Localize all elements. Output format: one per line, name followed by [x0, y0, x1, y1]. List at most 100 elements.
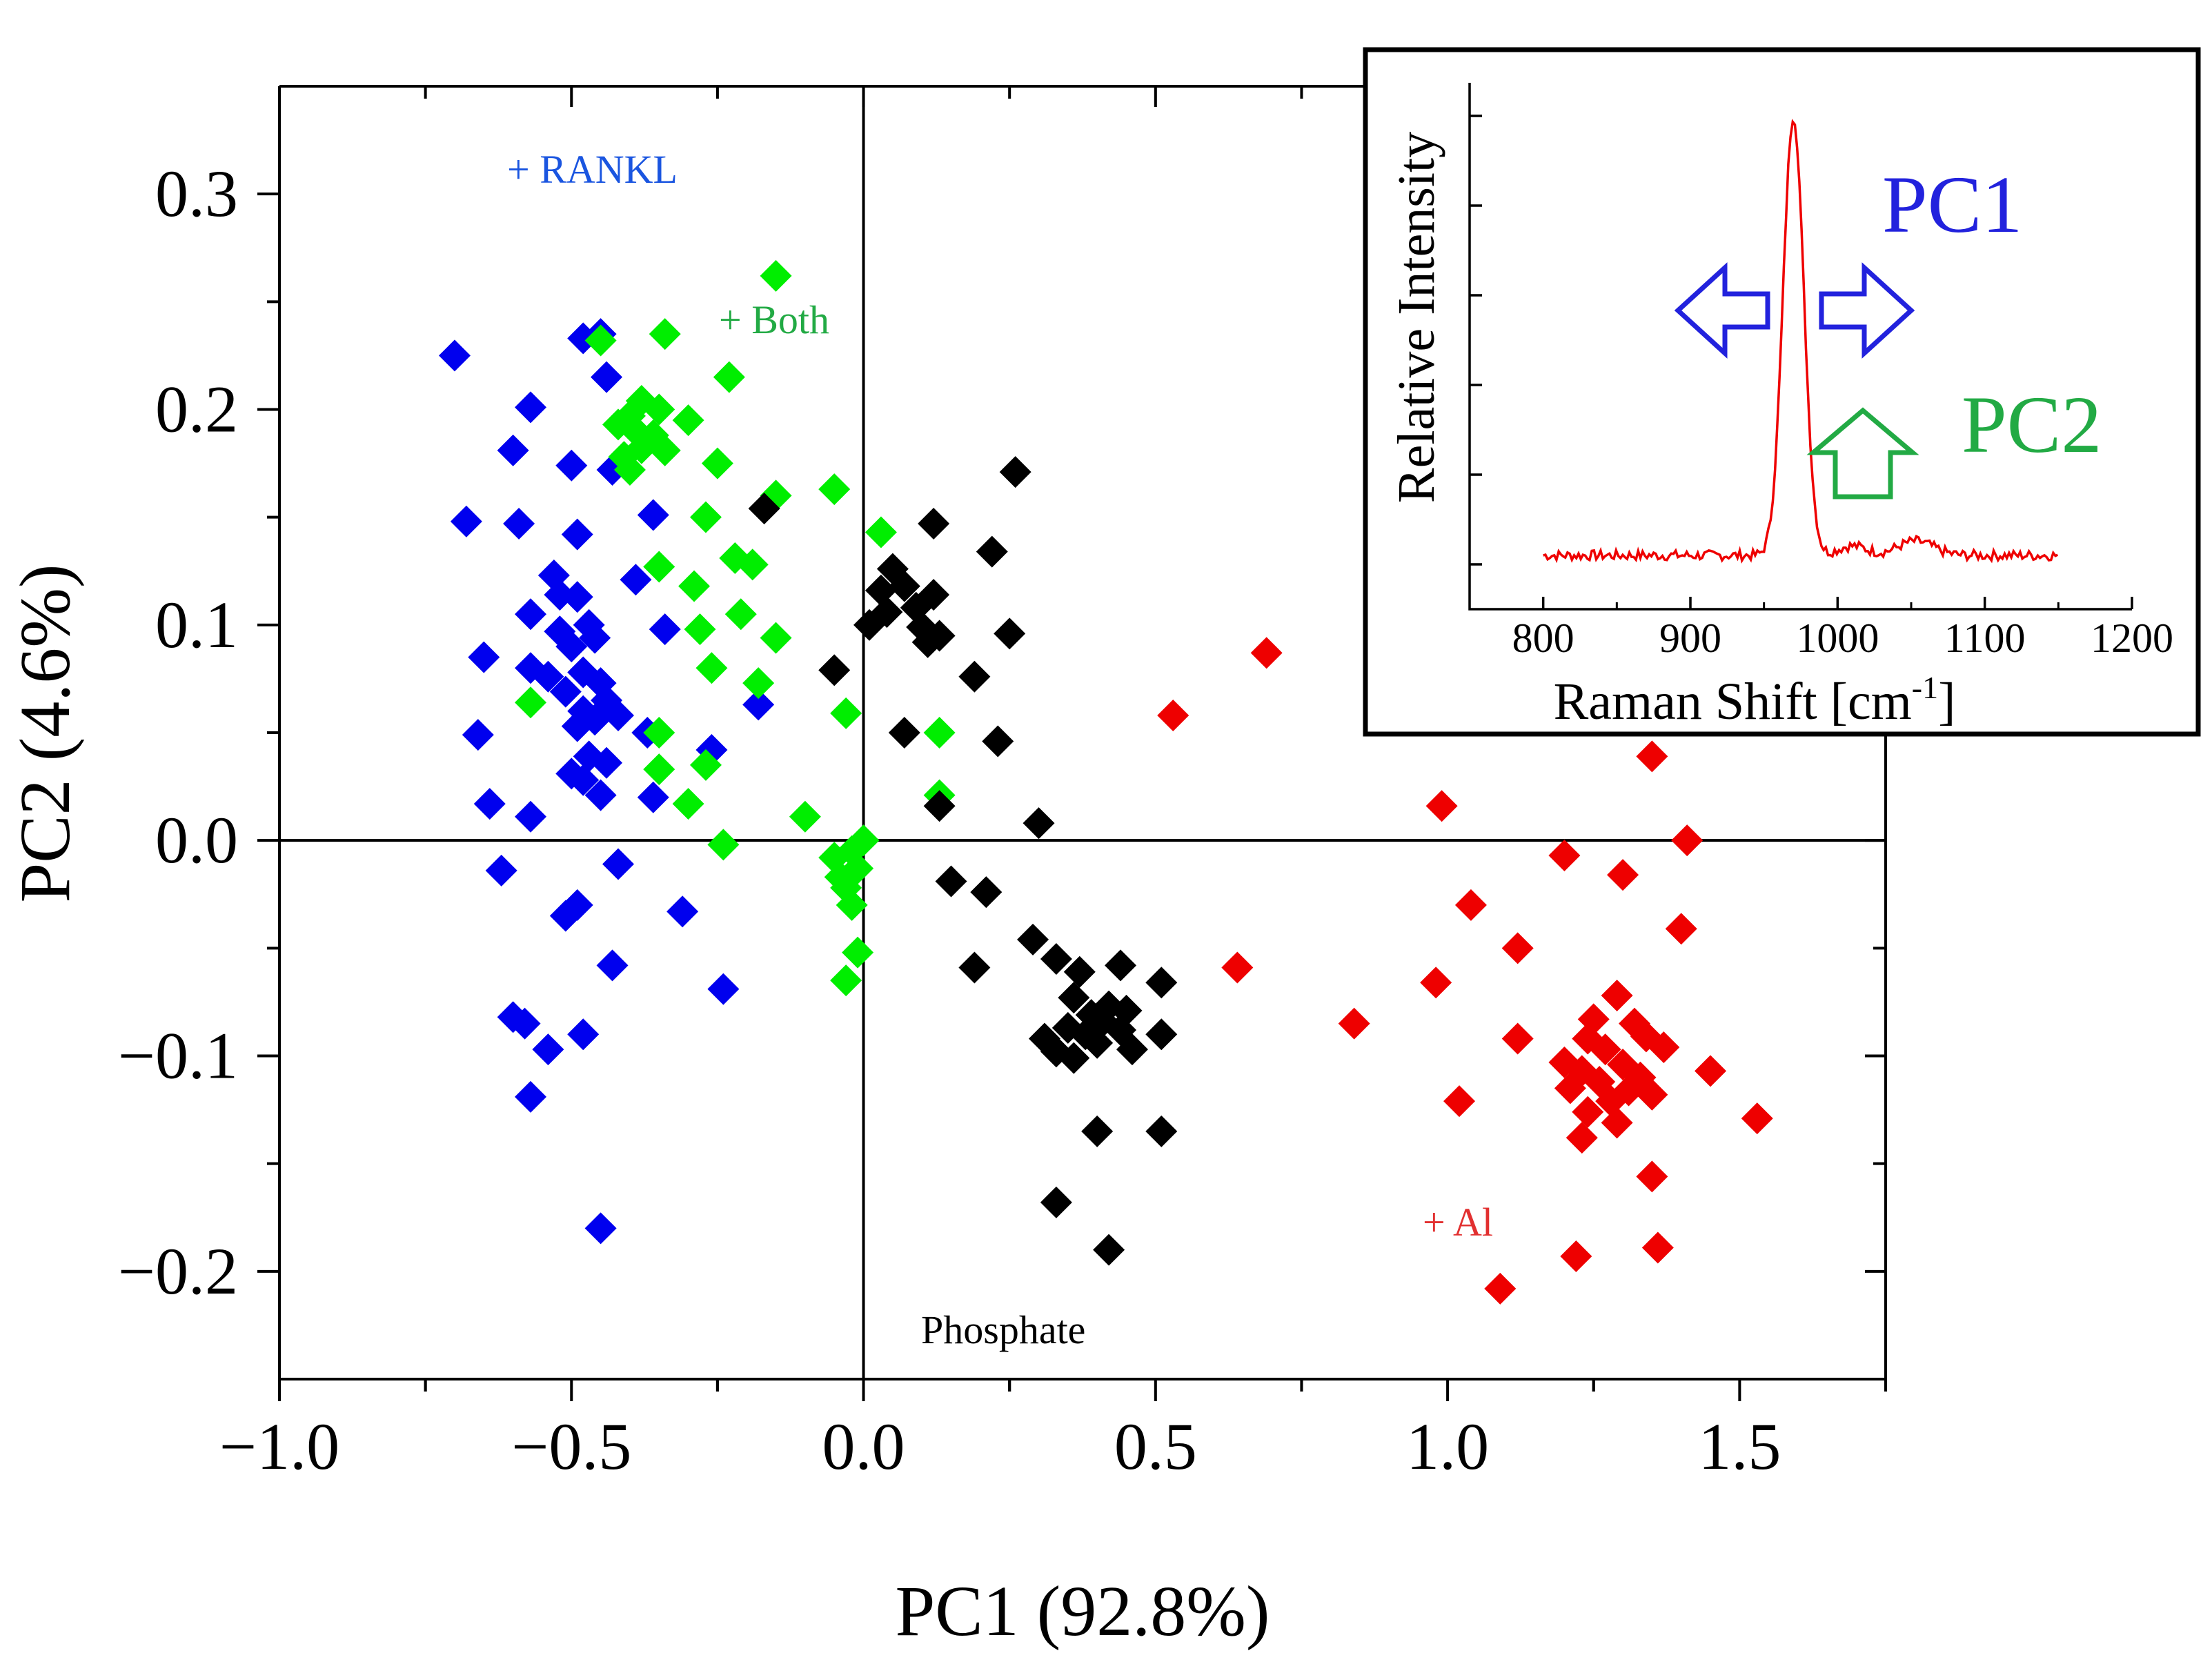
- scatter-point: [1665, 913, 1697, 945]
- scatter-point: [1636, 1078, 1668, 1111]
- scatter-point: [923, 790, 956, 822]
- scatter-point: [1250, 637, 1283, 669]
- inset-x-title-sup: -1: [1912, 670, 1938, 705]
- scatter-point: [672, 404, 704, 437]
- scatter-point: [958, 951, 991, 984]
- scatter-point: [567, 764, 600, 796]
- scatter-point: [1601, 980, 1633, 1012]
- x-axis-title: PC1 (92.8%): [895, 1572, 1270, 1651]
- scatter-point: [649, 318, 681, 350]
- y-tick-label: −0.2: [118, 1234, 238, 1308]
- scatter-point: [678, 570, 711, 602]
- scatter-point: [549, 900, 582, 932]
- scatter-point: [643, 393, 675, 426]
- scatter-point: [473, 788, 506, 820]
- scatter-point: [1425, 790, 1458, 822]
- scatter-point: [1607, 859, 1639, 891]
- inset-x-title-end: ]: [1938, 673, 1955, 731]
- x-tick-label: 1.0: [1406, 1409, 1489, 1483]
- scatter-point: [450, 505, 482, 537]
- scatter-point: [555, 449, 588, 482]
- scatter-point: [1093, 1234, 1125, 1266]
- scatter-point: [584, 779, 617, 811]
- scatter-point: [689, 501, 722, 533]
- scatter-point: [567, 1018, 600, 1051]
- y-tick-label: 0.0: [155, 803, 238, 877]
- scatter-point: [1420, 967, 1452, 999]
- scatter-point: [497, 434, 529, 466]
- scatter-point: [643, 551, 675, 583]
- scatter-points: [438, 259, 1773, 1305]
- inset-pc2-label: PC2: [1962, 379, 2102, 470]
- scatter-point: [649, 434, 681, 466]
- pc1-left-arrow-icon: [1674, 262, 1770, 359]
- scatter-point: [1601, 1107, 1633, 1139]
- scatter-point: [830, 697, 862, 729]
- x-tick-label: 0.5: [1114, 1409, 1197, 1483]
- scatter-point: [970, 876, 1003, 909]
- scatter-point: [888, 717, 920, 749]
- scatter-point: [613, 453, 646, 486]
- label-rankl: + RANKL: [507, 147, 678, 192]
- inset-panel: 800 900 1000 1100 1200 Relative Intensity Ra…: [1363, 47, 2201, 737]
- scatter-point: [742, 689, 775, 721]
- scatter-point: [602, 700, 634, 732]
- scatter-point: [1221, 951, 1254, 984]
- scatter-point: [865, 516, 897, 548]
- y-tick-label: 0.3: [155, 157, 238, 230]
- x-tick-label: −1.0: [219, 1409, 339, 1483]
- scatter-point: [830, 964, 862, 997]
- scatter-point: [976, 535, 1008, 568]
- scatter-point: [760, 259, 792, 292]
- scatter-point: [1572, 1096, 1604, 1128]
- scatter-point: [1548, 840, 1581, 872]
- y-tick-label: 0.1: [155, 588, 238, 662]
- scatter-point: [637, 781, 669, 813]
- inset-spectrum-line: [1543, 119, 2059, 564]
- scatter-point: [649, 613, 681, 646]
- scatter-point: [584, 1212, 617, 1245]
- axis-ticks: −1.0 −0.5 0.0 0.5 1.0 1.5 −0.2 −0.1 0.0 0.1 0.2 0.3: [118, 86, 1887, 1483]
- scatter-point: [748, 493, 780, 525]
- scatter-point: [515, 1080, 547, 1113]
- x-tick-label: 1.5: [1698, 1409, 1781, 1483]
- scatter-point: [555, 631, 588, 663]
- scatter-point: [1081, 1027, 1114, 1059]
- scatter-point: [1023, 807, 1055, 840]
- scatter-point: [1501, 932, 1534, 964]
- scatter-point: [637, 499, 669, 531]
- scatter-point: [1501, 1022, 1534, 1055]
- label-phosphate: Phosphate: [921, 1307, 1085, 1352]
- scatter-point: [515, 800, 547, 833]
- pc2-up-arrow-icon: [1806, 407, 1919, 499]
- scatter-point: [1105, 949, 1137, 982]
- scatter-point: [684, 613, 716, 646]
- scatter-point: [532, 1033, 564, 1066]
- y-tick-label: −0.1: [118, 1019, 238, 1093]
- y-axis-title: PC2 (4.6%): [6, 564, 85, 902]
- scatter-point: [818, 654, 851, 686]
- scatter-point: [982, 725, 1014, 758]
- inset-x-tick-label: 1000: [1796, 615, 1879, 661]
- scatter-point: [1040, 1186, 1072, 1218]
- label-al: + Al: [1423, 1200, 1493, 1245]
- scatter-point: [561, 710, 593, 742]
- scatter-point: [911, 626, 944, 658]
- scatter-point: [1636, 1160, 1668, 1193]
- inset-pc1-label: PC1: [1882, 159, 2022, 250]
- inset-axes: 800 900 1000 1100 1200: [1468, 83, 2173, 661]
- scatter-point: [515, 391, 547, 424]
- scatter-point: [836, 889, 868, 921]
- scatter-point: [736, 548, 769, 581]
- inset-x-tick-label: 900: [1659, 615, 1721, 661]
- inset-y-axis-title: Relative Intensity: [1388, 132, 1445, 503]
- inset-x-axis-title: Raman Shift [cm-1]: [1554, 670, 1956, 731]
- scatter-point: [1560, 1240, 1592, 1272]
- scatter-point: [1695, 1055, 1727, 1087]
- scatter-point: [591, 361, 623, 393]
- scatter-point: [1454, 889, 1487, 921]
- scatter-point: [935, 865, 967, 898]
- scatter-point: [579, 622, 611, 654]
- scatter-point: [672, 788, 704, 820]
- scatter-point: [508, 1007, 541, 1040]
